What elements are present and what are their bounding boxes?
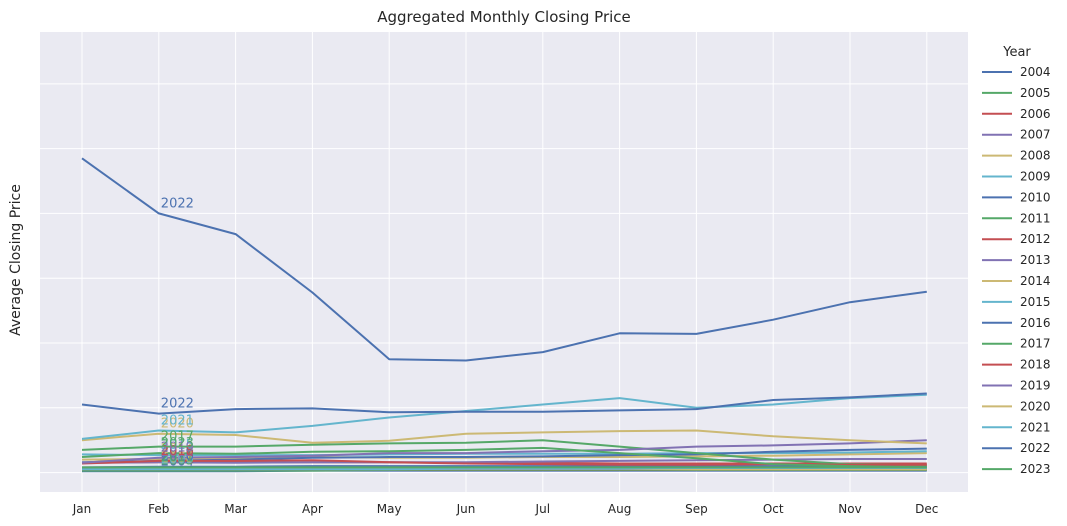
series-annotation: 2018 [161, 444, 194, 459]
x-tick-label: Jun [456, 502, 476, 516]
series-annotation: 2008 [161, 452, 194, 467]
legend-entry: 2011 [1020, 211, 1051, 225]
series-annotation: 2016 [161, 444, 194, 459]
legend-entry: 2005 [1020, 86, 1051, 100]
series-line-2017 [81, 439, 927, 467]
x-tick-label: Nov [838, 502, 861, 516]
series-annotation: 2010 [161, 450, 194, 465]
legend-entry: 2022 [1020, 441, 1051, 455]
plot-area [40, 32, 968, 492]
x-tick-label: Mar [224, 502, 247, 516]
legend-entry: 2021 [1020, 420, 1051, 434]
x-tick-label: Feb [148, 502, 169, 516]
series-annotation: 2023 [161, 436, 194, 451]
series-annotation: 2022 [161, 196, 194, 211]
series-annotation: 2017 [161, 430, 194, 445]
y-axis-label: Average Closing Price [8, 184, 24, 336]
x-tick-label: Jan [72, 502, 92, 516]
legend-entry: 2016 [1020, 316, 1051, 330]
legend-entry: 2014 [1020, 274, 1051, 288]
series-annotation: 2009 [161, 452, 194, 467]
legend-entry: 2009 [1020, 170, 1051, 184]
legend-entry: 2015 [1020, 295, 1051, 309]
x-tick-label: Oct [763, 502, 784, 516]
x-tick-label: Aug [608, 502, 631, 516]
series-line-2015 [81, 450, 927, 457]
series-annotation: 2014 [161, 442, 194, 457]
series-annotation: 2011 [161, 450, 194, 465]
x-tick-label: Apr [302, 502, 323, 516]
series-annotation: 2004 [161, 454, 194, 469]
legend-entry: 2013 [1020, 253, 1051, 267]
legend: Year 2004 2005 2006 2007 2008 2009 2010 2011 201… [982, 45, 1051, 476]
series-line-2019 [81, 439, 927, 464]
series-annotation: 2006 [161, 452, 194, 467]
series-annotation: 2015 [161, 438, 194, 453]
legend-entry: 2017 [1020, 337, 1051, 351]
series-annotation: 2005 [161, 454, 194, 469]
series-annotation: 2012 [161, 445, 194, 460]
legend-entry: 2019 [1020, 379, 1051, 393]
series-line-2020 [81, 429, 927, 445]
series-annotation: 2020 [161, 417, 194, 432]
x-tick-labels: Jan Feb Mar Apr May Jun Jul Aug Sep Oct Nov Dec [72, 502, 939, 516]
series-annotation: 2019 [161, 441, 194, 456]
series-annotation: 2013 [161, 445, 194, 460]
legend-entry: 2012 [1020, 232, 1051, 246]
legend-entry: 2007 [1020, 128, 1051, 142]
legend-entry: 2023 [1020, 462, 1051, 476]
chart-title: Aggregated Monthly Closing Price [377, 8, 631, 26]
series-line-2022 [81, 392, 927, 415]
x-tick-label: Sep [685, 502, 708, 516]
series-line-2004 [81, 157, 927, 362]
series-annotation: 2007 [161, 451, 194, 466]
series-annotation: 2022 [161, 397, 194, 412]
series-line-2016 [81, 447, 927, 464]
series-line-2021 [81, 393, 927, 440]
legend-entry: 2020 [1020, 399, 1051, 413]
x-tick-label: May [377, 502, 402, 516]
x-tick-label: Jul [535, 502, 550, 516]
series-lines [81, 157, 927, 473]
legend-title: Year [1002, 45, 1031, 60]
legend-entry: 2006 [1020, 107, 1051, 121]
x-tick-label: Dec [915, 502, 938, 516]
legend-entry: 2004 [1020, 65, 1051, 79]
legend-entry: 2008 [1020, 149, 1051, 163]
series-annotation: 2021 [161, 413, 194, 428]
series-annotations: 2004200520062007200820092010201120122013… [161, 196, 194, 469]
legend-entry: 2010 [1020, 190, 1051, 204]
series-line-2023 [81, 446, 927, 469]
legend-entry: 2018 [1020, 358, 1051, 372]
